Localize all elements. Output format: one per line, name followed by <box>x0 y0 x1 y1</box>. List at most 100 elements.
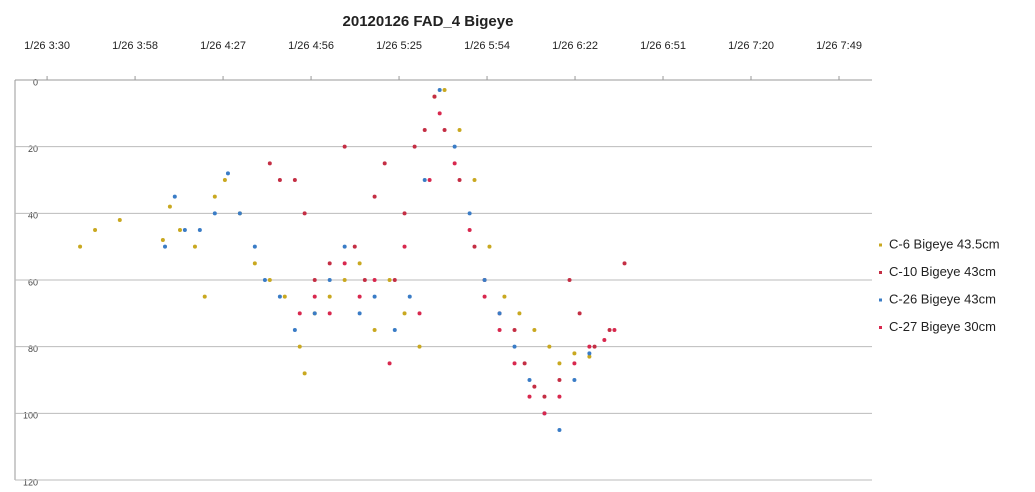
legend-label: C-27 Bigeye 30cm <box>889 319 996 334</box>
point <box>342 144 347 149</box>
point <box>472 244 477 249</box>
y-tick-label: 120 <box>23 477 38 487</box>
point <box>517 311 522 316</box>
y-tick-label: 0 <box>33 77 38 87</box>
point <box>327 294 332 299</box>
point <box>572 361 577 366</box>
legend-label: C-10 Bigeye 43cm <box>889 264 996 279</box>
point <box>117 218 122 222</box>
point <box>177 228 182 232</box>
point <box>225 171 230 176</box>
point <box>357 294 362 299</box>
point <box>587 354 592 359</box>
point <box>342 261 347 266</box>
chart-title: 20120126 FAD_4 Bigeye <box>343 13 514 30</box>
point <box>527 378 532 382</box>
point <box>527 394 532 399</box>
point <box>607 328 612 332</box>
x-tick-label: 1/26 4:27 <box>200 40 246 52</box>
point <box>542 411 547 416</box>
point <box>512 344 517 349</box>
point <box>237 211 242 216</box>
x-tick-label: 1/26 4:56 <box>288 40 334 52</box>
point <box>577 311 582 316</box>
point <box>167 204 172 209</box>
point <box>452 161 457 166</box>
point <box>277 294 282 299</box>
point <box>592 344 597 349</box>
point <box>482 294 487 299</box>
point <box>312 311 317 316</box>
point <box>352 244 357 249</box>
point <box>497 328 502 332</box>
point <box>532 328 537 332</box>
point <box>422 128 427 132</box>
x-tick-label: 1/26 3:30 <box>24 40 70 52</box>
legend-label: C-26 Bigeye 43cm <box>889 291 996 306</box>
legend-marker <box>879 271 882 274</box>
point <box>452 144 457 149</box>
point <box>412 144 417 149</box>
point <box>622 261 627 266</box>
point <box>382 161 387 166</box>
point <box>567 278 572 282</box>
point <box>557 428 562 432</box>
point <box>357 261 362 266</box>
point <box>387 361 392 366</box>
point <box>160 238 165 242</box>
point <box>252 261 257 266</box>
point <box>392 278 397 282</box>
x-tick-label: 1/26 3:58 <box>112 40 158 52</box>
point <box>362 278 367 282</box>
point <box>262 278 267 282</box>
point <box>182 228 187 232</box>
legend-marker <box>879 326 882 329</box>
point <box>327 278 332 282</box>
point <box>372 278 377 282</box>
legend-marker <box>879 243 882 247</box>
point <box>557 378 562 382</box>
point <box>277 178 282 182</box>
point <box>547 344 552 349</box>
point <box>417 311 422 316</box>
point <box>557 361 562 366</box>
point <box>93 228 98 232</box>
point <box>197 228 202 232</box>
point <box>432 94 437 99</box>
point <box>327 311 332 316</box>
point <box>407 294 412 299</box>
legend-label: C-6 Bigeye 43.5cm <box>889 236 1000 251</box>
point <box>512 328 517 332</box>
point <box>542 394 547 399</box>
point <box>472 178 477 182</box>
y-tick-label: 20 <box>28 144 38 154</box>
point <box>342 278 347 282</box>
point <box>457 128 462 132</box>
point <box>372 194 377 199</box>
point <box>302 371 307 376</box>
point <box>402 311 407 316</box>
x-tick-label: 1/26 6:51 <box>640 40 686 52</box>
point <box>202 294 207 299</box>
point <box>297 311 302 316</box>
point <box>212 211 217 216</box>
point <box>252 244 257 249</box>
y-tick-label: 40 <box>28 211 38 221</box>
x-tick-label: 1/26 7:20 <box>728 40 774 52</box>
point <box>557 394 562 399</box>
point <box>532 384 537 389</box>
legend-marker <box>879 298 882 302</box>
point <box>402 211 407 216</box>
point <box>172 194 177 199</box>
point <box>312 278 317 282</box>
point <box>572 351 577 356</box>
point <box>587 351 592 356</box>
point <box>602 338 607 342</box>
point <box>612 328 617 332</box>
point <box>302 211 307 216</box>
point <box>437 88 442 92</box>
point <box>417 344 422 349</box>
point <box>387 278 392 282</box>
